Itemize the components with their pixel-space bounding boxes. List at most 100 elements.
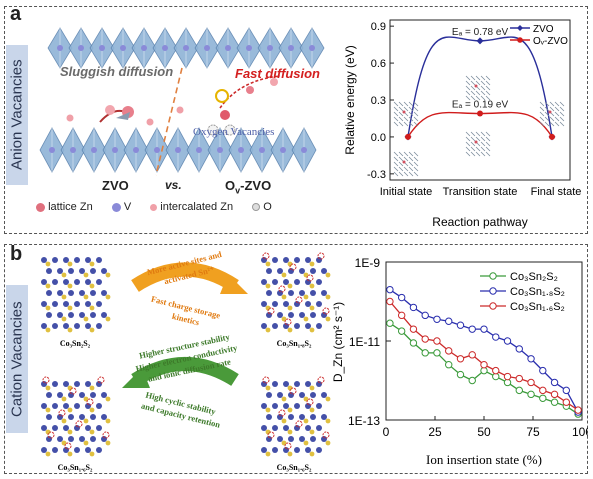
diffusion-point: [480, 361, 488, 369]
co-atom: [283, 447, 289, 453]
energy-x-tick-label: Transition state: [443, 186, 518, 198]
co-atom: [266, 414, 272, 420]
co-atom: [299, 392, 305, 398]
co-atom: [316, 257, 322, 263]
oxygen-vacancies-label: Oxygen Vacancies: [193, 126, 275, 138]
vacancy-marker: [289, 263, 297, 271]
co-atom: [305, 301, 311, 307]
co-atom: [63, 447, 69, 453]
diffusion-point: [445, 361, 453, 369]
co-atom: [288, 414, 294, 420]
vs-label: vs.: [165, 178, 182, 192]
vacancy-marker: [295, 420, 303, 428]
vacancy-marker: [284, 318, 292, 326]
energy-y-tick-label: 0.3: [371, 95, 386, 107]
vacancy-marker: [262, 376, 270, 384]
co-atom: [68, 436, 74, 442]
panel-a-letter: a: [10, 3, 22, 25]
diffusion-point: [468, 376, 476, 385]
co-atom: [96, 447, 102, 453]
co-atom: [316, 447, 322, 453]
diffusion-x-tick-label: 0: [383, 425, 390, 439]
co-atom: [41, 323, 47, 329]
co-atom: [294, 403, 300, 409]
co-atom: [74, 381, 80, 387]
diffusion-legend-marker: [489, 287, 497, 295]
vacancy-marker: [306, 398, 314, 406]
s-atom: [287, 407, 293, 413]
panel-a: [4, 6, 588, 234]
o-atom-icon: [252, 203, 261, 212]
co-atom: [57, 268, 63, 274]
v-atom: [225, 45, 231, 51]
co-atom: [85, 403, 91, 409]
co-atom: [85, 381, 91, 387]
diffusion-legend-label: Co₃Sn₁.₆S₂: [510, 301, 565, 313]
co-atom: [288, 312, 294, 318]
co-atom: [85, 301, 91, 307]
s-atom: [303, 294, 309, 300]
vacancy-marker: [42, 376, 50, 384]
orange-curved-arrow: [131, 262, 248, 294]
co-atom: [299, 268, 305, 274]
vacancy-marker: [322, 431, 330, 439]
co-atom: [283, 301, 289, 307]
co-atom: [96, 323, 102, 329]
diffusion-x-axis-label: Ion insertion state (%): [426, 452, 542, 467]
vacancy-marker: [97, 376, 105, 384]
co-atom: [63, 279, 69, 285]
s-atom: [287, 327, 293, 333]
co-atom: [46, 392, 52, 398]
s-atom: [265, 385, 271, 391]
co-atom: [288, 268, 294, 274]
structure-co3sn2s2: [41, 257, 111, 333]
s-atom: [309, 261, 315, 267]
diffusion-x-tick-label: 50: [477, 425, 491, 439]
legend-v: V: [123, 201, 132, 213]
s-atom: [309, 385, 315, 391]
vacancy-marker: [69, 387, 77, 395]
co-atom: [261, 425, 267, 431]
v-atom: [183, 45, 189, 51]
v-atom: [238, 147, 244, 153]
s-atom: [61, 294, 67, 300]
v-atom: [280, 147, 286, 153]
v-atom: [133, 147, 139, 153]
v-atom: [162, 45, 168, 51]
energy-legend-label: Oᵥ-ZVO: [533, 36, 568, 47]
co-atom: [79, 436, 85, 442]
co-atom: [85, 257, 91, 263]
co-atom: [96, 279, 102, 285]
s-atom: [265, 261, 271, 267]
diffusion-point: [468, 351, 476, 359]
energy-legend-marker: [517, 37, 523, 43]
s-atom: [45, 327, 51, 333]
vacancy-marker: [317, 376, 325, 384]
co-atom: [272, 381, 278, 387]
intercalated-zn: [66, 114, 74, 122]
s-atom: [105, 316, 111, 322]
diffusion-point: [445, 347, 453, 355]
s-atom: [89, 283, 95, 289]
diffusion-y-axis-label: D_Zn (cm² s⁻¹): [331, 302, 345, 382]
s-atom: [67, 429, 73, 435]
co-atom: [272, 279, 278, 285]
diffusion-legend-marker: [489, 302, 497, 310]
co-atom: [63, 323, 69, 329]
vacancy-marker: [267, 307, 275, 315]
anion-vacancies-label: Anion Vacancies: [6, 45, 28, 185]
co-atom: [63, 257, 69, 263]
s-atom: [265, 305, 271, 311]
co-atom: [310, 392, 316, 398]
energy-point: [476, 37, 484, 45]
vacancy-marker: [295, 296, 303, 304]
diffusion-point: [409, 303, 418, 312]
s-atom: [325, 440, 331, 446]
co-atom: [85, 447, 91, 453]
co-atom: [261, 403, 267, 409]
co-atom: [68, 268, 74, 274]
co-atom: [74, 425, 80, 431]
diffusion-series-line: [389, 301, 579, 411]
s-atom: [61, 316, 67, 322]
co-atom: [321, 290, 327, 296]
